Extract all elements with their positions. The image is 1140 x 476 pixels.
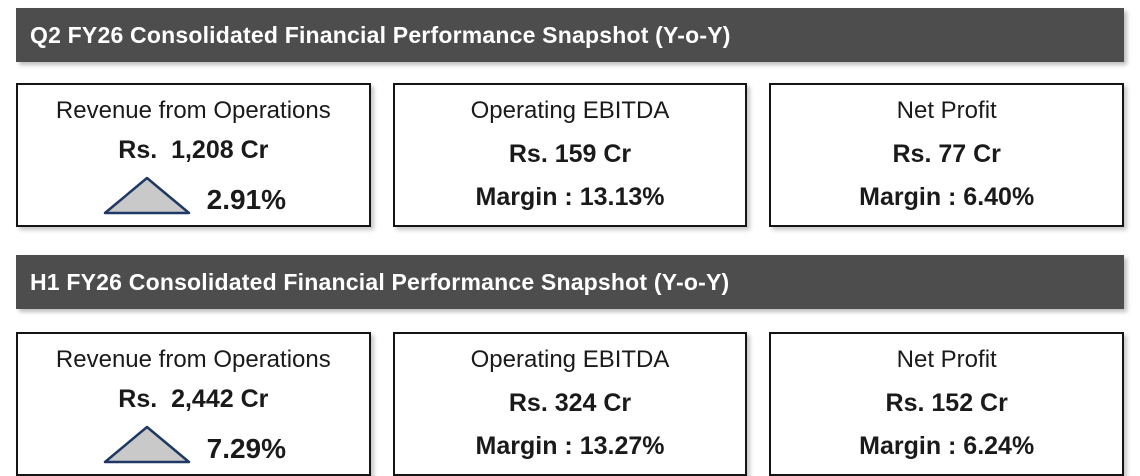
card-value: Rs. 159 Cr: [508, 140, 632, 168]
up-triangle-icon: [103, 425, 190, 464]
card-title: Operating EBITDA: [470, 97, 670, 124]
card-value: Rs. 1,208 Cr: [118, 136, 269, 164]
section-header-h1: H1 FY26 Consolidated Financial Performan…: [16, 255, 1124, 309]
card-title: Revenue from Operations: [55, 346, 331, 373]
margin-indicator: Margin : 6.24%: [859, 431, 1034, 465]
kpi-card-h1-net-profit: Net Profit Rs. 152 Cr Margin : 6.24%: [769, 332, 1125, 476]
margin-value: Margin : 6.24%: [859, 432, 1035, 460]
kpi-row-h1: Revenue from Operations Rs. 2,442 Cr 7.2…: [16, 332, 1125, 476]
margin-value: Margin : 6.40%: [859, 183, 1035, 211]
card-value: Rs. 77 Cr: [892, 140, 1001, 168]
kpi-card-h1-revenue: Revenue from Operations Rs. 2,442 Cr 7.2…: [16, 332, 371, 476]
section-header-h1-title: H1 FY26 Consolidated Financial Performan…: [30, 268, 730, 295]
card-title: Net Profit: [896, 346, 997, 373]
margin-value: Margin : 13.27%: [475, 432, 665, 460]
change-percent: 2.91%: [206, 184, 287, 215]
kpi-card-q2-net-profit: Net Profit Rs. 77 Cr Margin : 6.40%: [769, 83, 1125, 227]
card-value: Rs. 152 Cr: [885, 389, 1008, 417]
change-percent: 7.29%: [206, 433, 287, 464]
card-title: Net Profit: [896, 97, 997, 124]
margin-indicator: Margin : 6.40%: [859, 182, 1034, 216]
card-value: Rs. 2,442 Cr: [118, 385, 269, 413]
card-title: Revenue from Operations: [55, 97, 331, 124]
kpi-row-q2: Revenue from Operations Rs. 1,208 Cr 2.9…: [16, 83, 1125, 227]
up-triangle-icon: [103, 176, 190, 215]
kpi-card-q2-ebitda: Operating EBITDA Rs. 159 Cr Margin : 13.…: [392, 83, 748, 227]
financial-snapshot-slide: Q2 FY26 Consolidated Financial Performan…: [0, 8, 1140, 476]
section-header-q2: Q2 FY26 Consolidated Financial Performan…: [16, 8, 1124, 62]
margin-indicator: Margin : 13.13%: [476, 182, 665, 216]
margin-value: Margin : 13.13%: [475, 183, 665, 211]
card-title: Operating EBITDA: [470, 346, 670, 373]
kpi-card-h1-ebitda: Operating EBITDA Rs. 324 Cr Margin : 13.…: [392, 332, 748, 476]
change-indicator: 2.91%: [101, 174, 286, 216]
change-indicator: 7.29%: [101, 423, 286, 465]
section-header-q2-title: Q2 FY26 Consolidated Financial Performan…: [30, 21, 731, 48]
margin-indicator: Margin : 13.27%: [476, 431, 665, 465]
kpi-card-q2-revenue: Revenue from Operations Rs. 1,208 Cr 2.9…: [16, 83, 371, 227]
card-value: Rs. 324 Cr: [508, 389, 632, 417]
